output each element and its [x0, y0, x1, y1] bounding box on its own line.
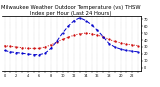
Title: Milwaukee Weather Outdoor Temperature (vs) THSW Index per Hour (Last 24 Hours): Milwaukee Weather Outdoor Temperature (v…: [1, 5, 141, 16]
